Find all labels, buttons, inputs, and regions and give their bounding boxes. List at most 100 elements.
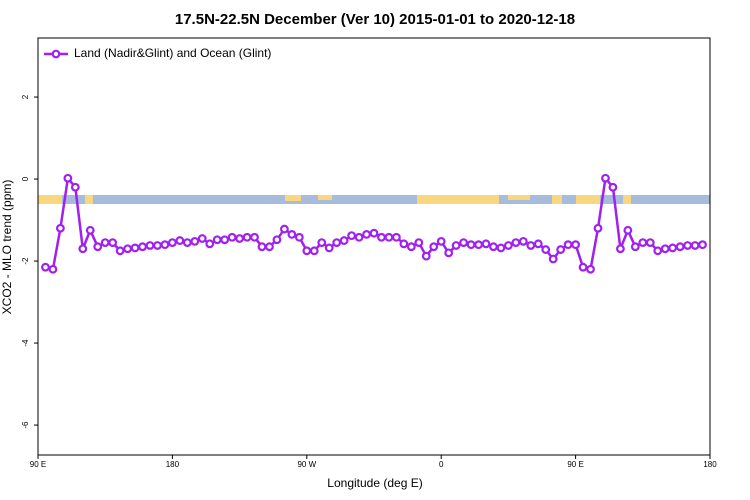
x-tick-label: 180: [166, 460, 180, 469]
point: [70, 182, 80, 192]
point: [601, 173, 610, 183]
point: [399, 239, 409, 249]
point: [115, 246, 125, 256]
point: [160, 240, 170, 250]
point: [250, 232, 259, 242]
x-axis-label: Longitude (deg E): [327, 476, 422, 490]
point: [668, 243, 678, 253]
y-tick-label: 2: [21, 94, 30, 99]
point: [41, 262, 50, 272]
point: [197, 234, 207, 243]
point: [167, 238, 177, 248]
point: [175, 236, 185, 245]
point: [48, 264, 58, 274]
point: [324, 243, 334, 253]
point: [108, 238, 118, 248]
point: [339, 236, 349, 245]
y-tick-label: -4: [21, 339, 30, 347]
y-tick-label: 0: [21, 176, 30, 181]
point: [309, 246, 319, 256]
point: [406, 242, 416, 252]
point: [56, 223, 65, 233]
point: [392, 232, 401, 242]
point: [235, 234, 245, 243]
point: [638, 238, 648, 248]
point: [287, 230, 297, 239]
point: [563, 240, 573, 250]
land-ocean-strip: [38, 195, 710, 204]
point: [294, 232, 304, 242]
point: [302, 246, 312, 256]
point: [578, 262, 588, 272]
point: [257, 242, 267, 252]
legend-label: Land (Nadir&Glint) and Ocean (Glint): [74, 46, 271, 60]
point: [541, 245, 551, 254]
chart-title: 17.5N-22.5N December (Ver 10) 2015-01-01…: [175, 11, 575, 28]
point: [347, 231, 357, 241]
point: [675, 242, 685, 252]
point: [429, 242, 439, 252]
point: [518, 236, 528, 246]
point: [227, 232, 237, 242]
point: [436, 236, 446, 246]
point: [593, 223, 603, 233]
point: [444, 248, 454, 258]
point: [504, 241, 513, 250]
point: [489, 242, 498, 252]
point: [182, 238, 192, 248]
point: [205, 239, 215, 249]
point: [623, 225, 633, 235]
point: [145, 241, 155, 250]
point: [242, 232, 252, 242]
point: [130, 243, 140, 253]
y-tick-label: -2: [21, 257, 30, 265]
point: [571, 240, 580, 250]
point: [377, 232, 386, 242]
point: [451, 241, 461, 250]
point: [556, 245, 566, 254]
point: [384, 232, 394, 242]
point: [645, 238, 655, 248]
point: [690, 241, 700, 250]
plot-frame: [37, 37, 711, 456]
point: [683, 241, 692, 250]
point: [548, 254, 558, 264]
point: [608, 182, 618, 192]
point: [511, 238, 521, 248]
x-tick-label: 90 W: [297, 460, 316, 469]
point: [78, 244, 88, 254]
point: [496, 243, 506, 253]
point: [272, 235, 282, 245]
point: [369, 228, 379, 238]
point: [63, 173, 73, 183]
point: [616, 244, 625, 254]
point: [354, 232, 364, 242]
point: [85, 225, 95, 235]
point: [138, 242, 147, 252]
point: [533, 239, 543, 249]
x-tick-label: 180: [703, 460, 717, 469]
x-tick-label: 90 E: [567, 460, 583, 469]
point: [459, 238, 469, 248]
point: [220, 235, 230, 245]
point: [153, 241, 162, 250]
x-tick-label: 0: [439, 460, 444, 469]
point: [474, 240, 483, 250]
legend-marker: [51, 49, 61, 59]
point: [265, 242, 274, 252]
point: [332, 238, 342, 248]
x-tick-label: 90 E: [30, 460, 46, 469]
y-tick-label: -6: [21, 421, 30, 429]
point: [414, 238, 424, 248]
point: [100, 238, 110, 248]
point: [481, 239, 491, 249]
point: [190, 236, 200, 246]
point: [280, 224, 289, 234]
point: [630, 242, 640, 252]
point: [317, 238, 327, 248]
point: [123, 244, 132, 254]
point: [421, 251, 431, 261]
point: [212, 235, 222, 245]
y-axis-label: XCO2 - MLO trend (ppm): [0, 180, 14, 315]
